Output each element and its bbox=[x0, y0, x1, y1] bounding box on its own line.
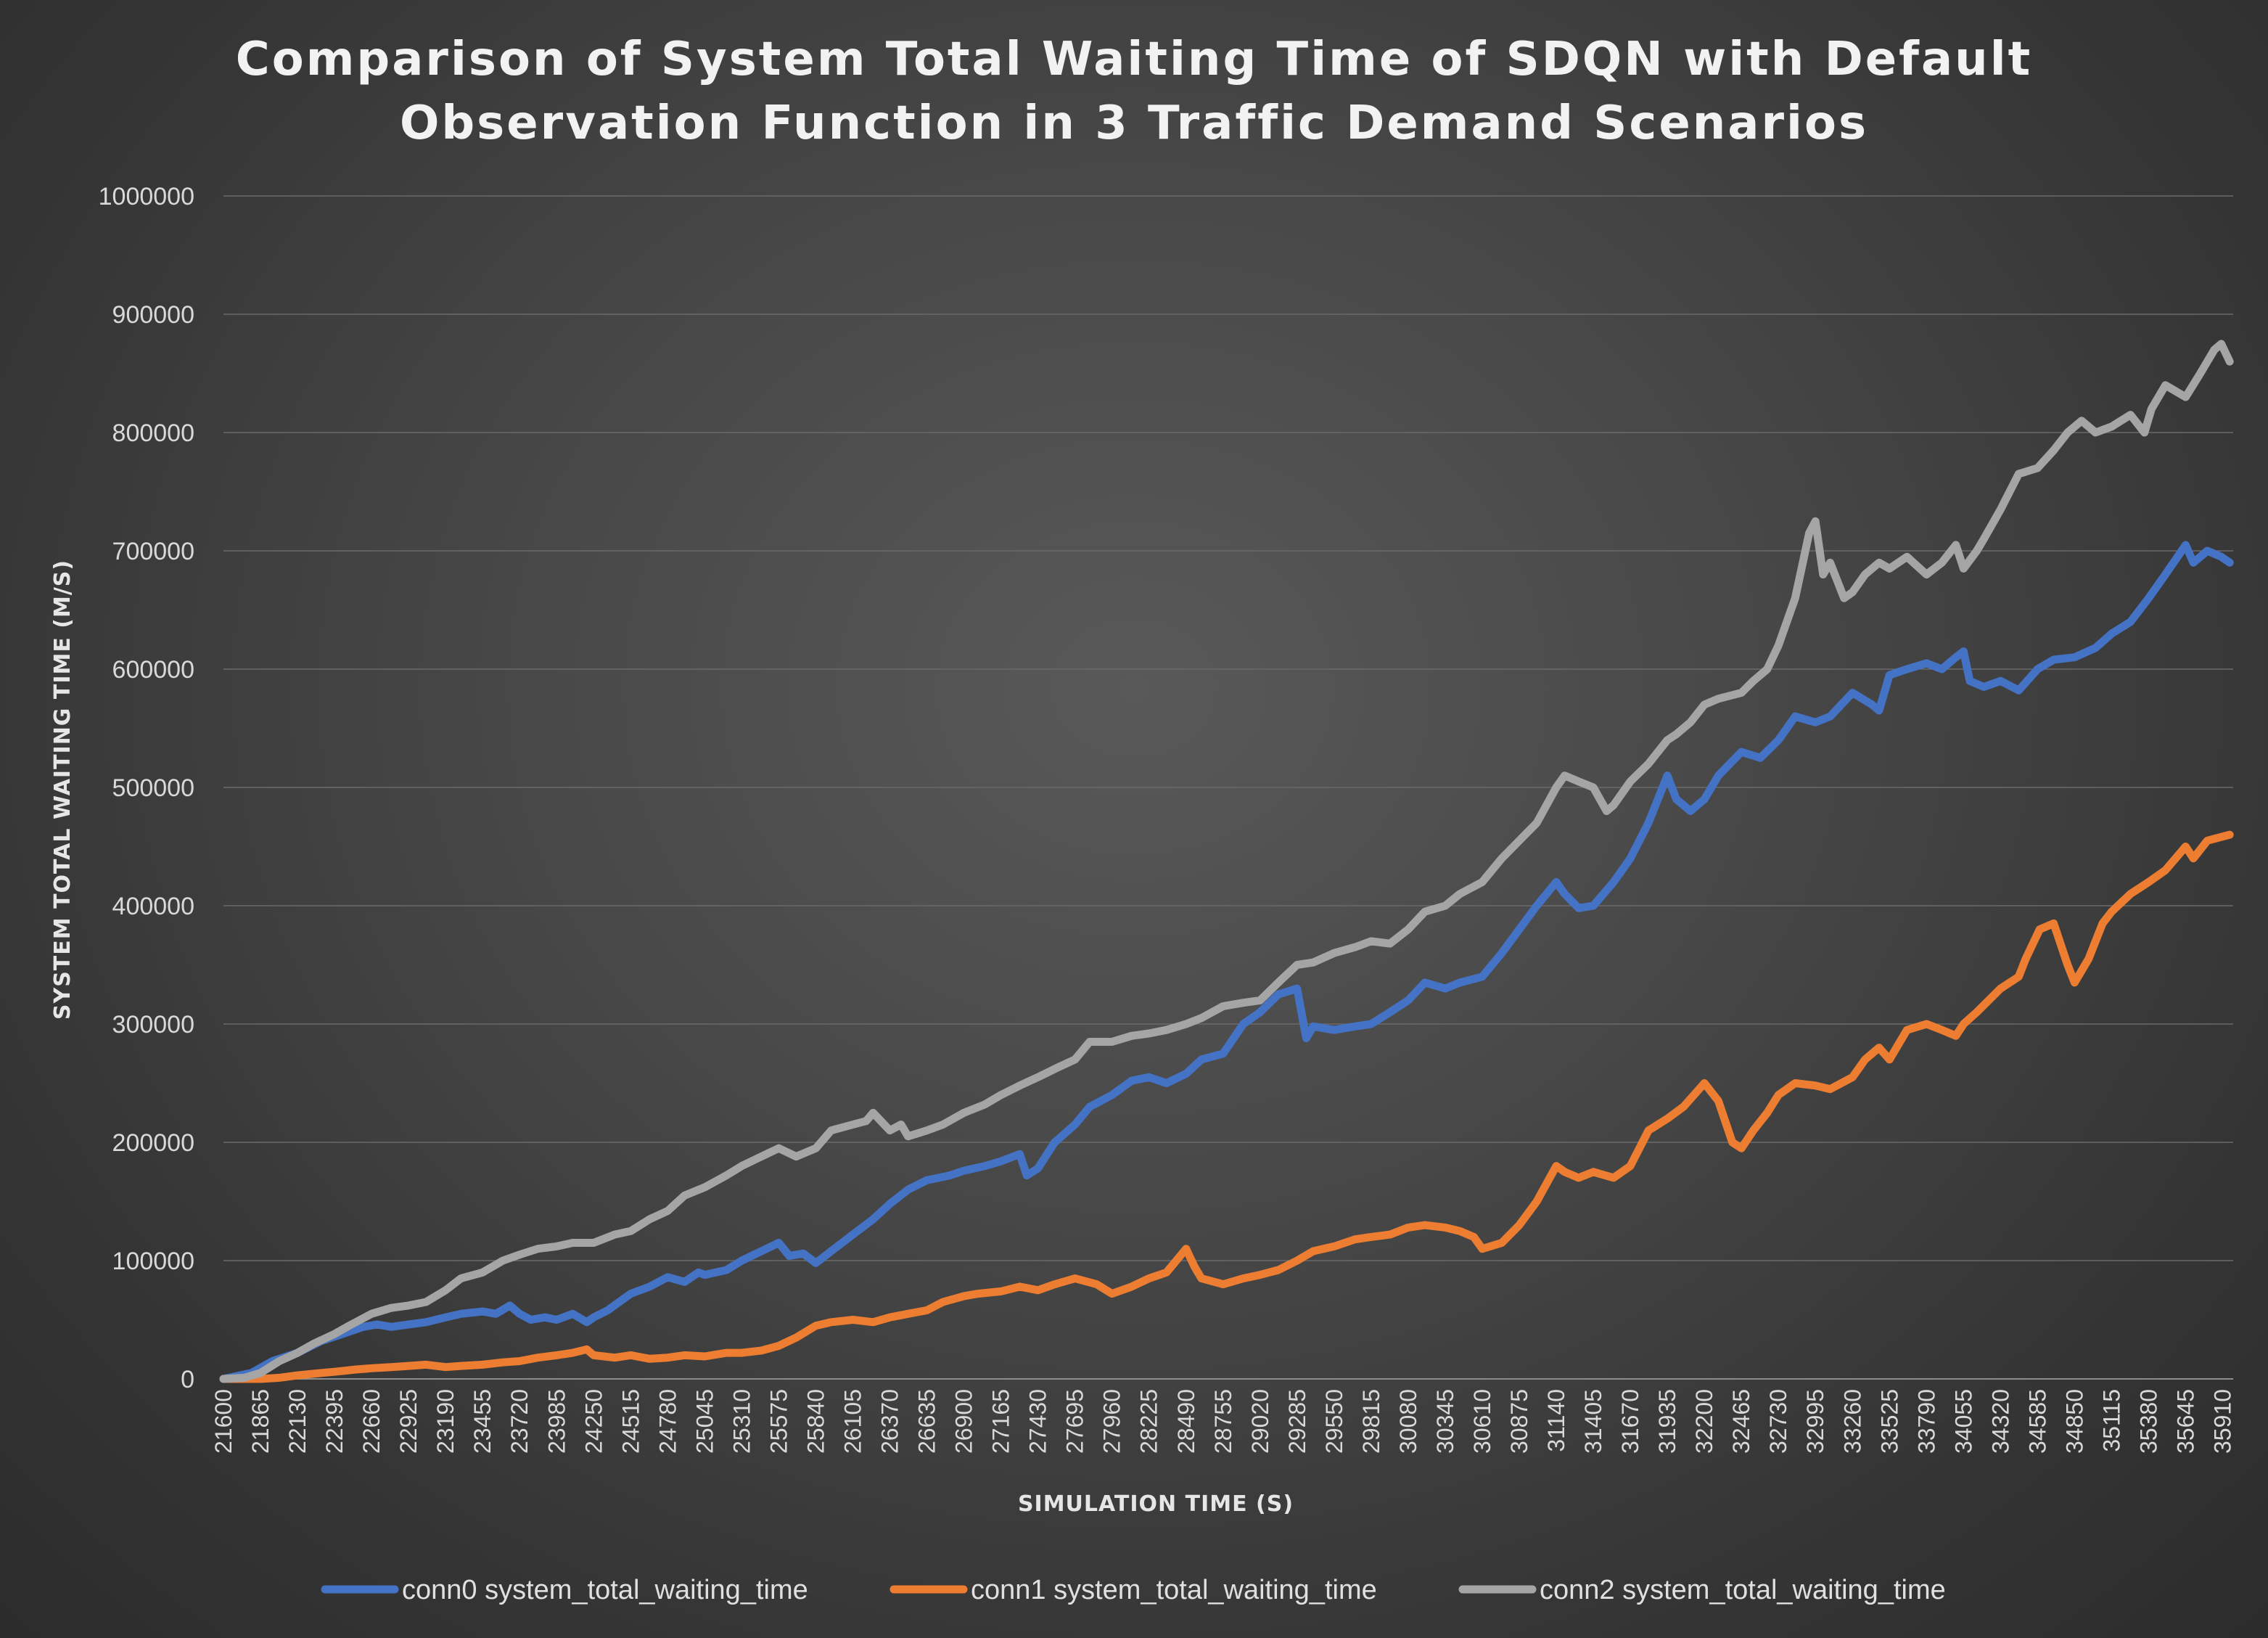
x-tick-label: 23985 bbox=[543, 1389, 570, 1454]
x-tick-label: 24780 bbox=[654, 1389, 681, 1454]
y-tick-label: 700000 bbox=[112, 538, 194, 565]
x-tick-label: 21865 bbox=[247, 1389, 274, 1454]
x-tick-label: 21600 bbox=[210, 1389, 237, 1454]
y-tick-label: 900000 bbox=[112, 301, 194, 329]
chart-title: Comparison of System Total Waiting Time … bbox=[0, 28, 2268, 155]
x-tick-label: 29020 bbox=[1247, 1389, 1273, 1454]
x-tick-label: 25840 bbox=[802, 1389, 829, 1454]
x-tick-label: 31140 bbox=[1543, 1389, 1569, 1452]
x-tick-label: 22660 bbox=[358, 1389, 385, 1454]
x-tick-label: 25575 bbox=[765, 1389, 792, 1454]
gridlines bbox=[223, 195, 2233, 1380]
x-tick-label: 29550 bbox=[1321, 1389, 1347, 1454]
x-tick-label: 22925 bbox=[395, 1389, 422, 1454]
x-tick-label: 30875 bbox=[1506, 1389, 1532, 1454]
y-axis-title: SYSTEM TOTAL WAITING TIME (M/S) bbox=[50, 560, 75, 1020]
y-tick-label: 0 bbox=[181, 1366, 194, 1393]
x-tick-label: 26900 bbox=[951, 1389, 977, 1454]
x-tick-label: 32995 bbox=[1802, 1389, 1828, 1454]
x-tick-label: 26635 bbox=[914, 1389, 940, 1454]
x-tick-label: 32730 bbox=[1765, 1389, 1791, 1454]
x-tick-label: 29285 bbox=[1284, 1389, 1310, 1454]
series-line-1 bbox=[219, 830, 2234, 1383]
y-tick-label: 1000000 bbox=[99, 183, 194, 210]
x-tick-label: 35380 bbox=[2136, 1389, 2162, 1454]
x-tick-label: 22130 bbox=[284, 1389, 311, 1454]
x-tick-label: 31935 bbox=[1654, 1389, 1680, 1454]
x-tick-label: 34585 bbox=[2024, 1389, 2050, 1454]
x-tick-label: 22395 bbox=[321, 1389, 348, 1454]
x-tick-label: 35910 bbox=[2210, 1389, 2236, 1454]
chart-title-line-2: Observation Function in 3 Traffic Demand… bbox=[399, 97, 1869, 150]
y-tick-label: 100000 bbox=[112, 1248, 194, 1275]
y-tick-label: 800000 bbox=[112, 419, 194, 447]
x-tick-label: 27695 bbox=[1062, 1389, 1088, 1454]
x-tick-label: 33790 bbox=[1913, 1389, 1939, 1454]
y-tick-label: 200000 bbox=[112, 1129, 194, 1157]
x-tick-label: 32465 bbox=[1728, 1389, 1754, 1454]
x-tick-label: 25310 bbox=[728, 1389, 755, 1454]
x-tick-label: 28490 bbox=[1173, 1389, 1199, 1454]
y-tick-label: 300000 bbox=[112, 1011, 194, 1039]
x-tick-label: 34850 bbox=[2061, 1389, 2087, 1454]
x-tick-label: 33260 bbox=[1839, 1389, 1865, 1454]
y-axis-ticks: 0 100000 200000 300000 400000 500000 600000 700… bbox=[99, 183, 194, 1393]
x-tick-label: 35115 bbox=[2098, 1389, 2124, 1452]
x-tick-label: 34055 bbox=[1950, 1389, 1976, 1454]
legend: conn0 system_total_waiting_time conn1 sys… bbox=[321, 1575, 1946, 1605]
x-tick-label: 23720 bbox=[506, 1389, 533, 1454]
x-tick-label: 28755 bbox=[1210, 1389, 1236, 1454]
x-axis-title: SIMULATION TIME (S) bbox=[1018, 1491, 1294, 1517]
x-tick-label: 31670 bbox=[1617, 1389, 1643, 1454]
x-tick-label: 33525 bbox=[1876, 1389, 1902, 1454]
y-tick-label: 600000 bbox=[112, 656, 194, 684]
x-tick-label: 30610 bbox=[1469, 1389, 1495, 1454]
x-tick-label: 26370 bbox=[877, 1389, 903, 1454]
x-tick-label: 28225 bbox=[1136, 1389, 1162, 1454]
x-tick-label: 30080 bbox=[1395, 1389, 1421, 1454]
chart-title-line-1: Comparison of System Total Waiting Time … bbox=[235, 33, 2033, 86]
x-tick-label: 24515 bbox=[617, 1389, 644, 1454]
x-tick-label: 29815 bbox=[1358, 1389, 1384, 1454]
legend-label-1: conn1 system_total_waiting_time bbox=[971, 1575, 1377, 1605]
x-tick-label: 23455 bbox=[469, 1389, 496, 1454]
series-lines bbox=[219, 340, 2234, 1383]
x-tick-label: 32200 bbox=[1691, 1389, 1717, 1454]
y-tick-label: 500000 bbox=[112, 774, 194, 802]
x-tick-label: 34320 bbox=[1987, 1389, 2013, 1454]
legend-label-0: conn0 system_total_waiting_time bbox=[402, 1575, 808, 1605]
x-tick-label: 31405 bbox=[1580, 1389, 1606, 1454]
y-tick-label: 400000 bbox=[112, 893, 194, 920]
series-line-0 bbox=[219, 541, 2234, 1383]
x-axis-ticks: 21600 21865 22130 22395 22660 22925 23190 23455… bbox=[210, 1389, 2236, 1454]
x-tick-label: 26105 bbox=[839, 1389, 866, 1454]
x-tick-label: 23190 bbox=[432, 1389, 459, 1454]
x-tick-label: 27165 bbox=[988, 1389, 1014, 1454]
series-line-2 bbox=[219, 340, 2234, 1383]
x-tick-label: 35645 bbox=[2173, 1389, 2199, 1454]
x-tick-label: 30345 bbox=[1432, 1389, 1458, 1454]
x-tick-label: 27960 bbox=[1099, 1389, 1125, 1454]
x-tick-label: 25045 bbox=[691, 1389, 718, 1454]
x-tick-label: 24250 bbox=[580, 1389, 607, 1454]
legend-label-2: conn2 system_total_waiting_time bbox=[1540, 1575, 1946, 1605]
x-tick-label: 27430 bbox=[1025, 1389, 1051, 1454]
